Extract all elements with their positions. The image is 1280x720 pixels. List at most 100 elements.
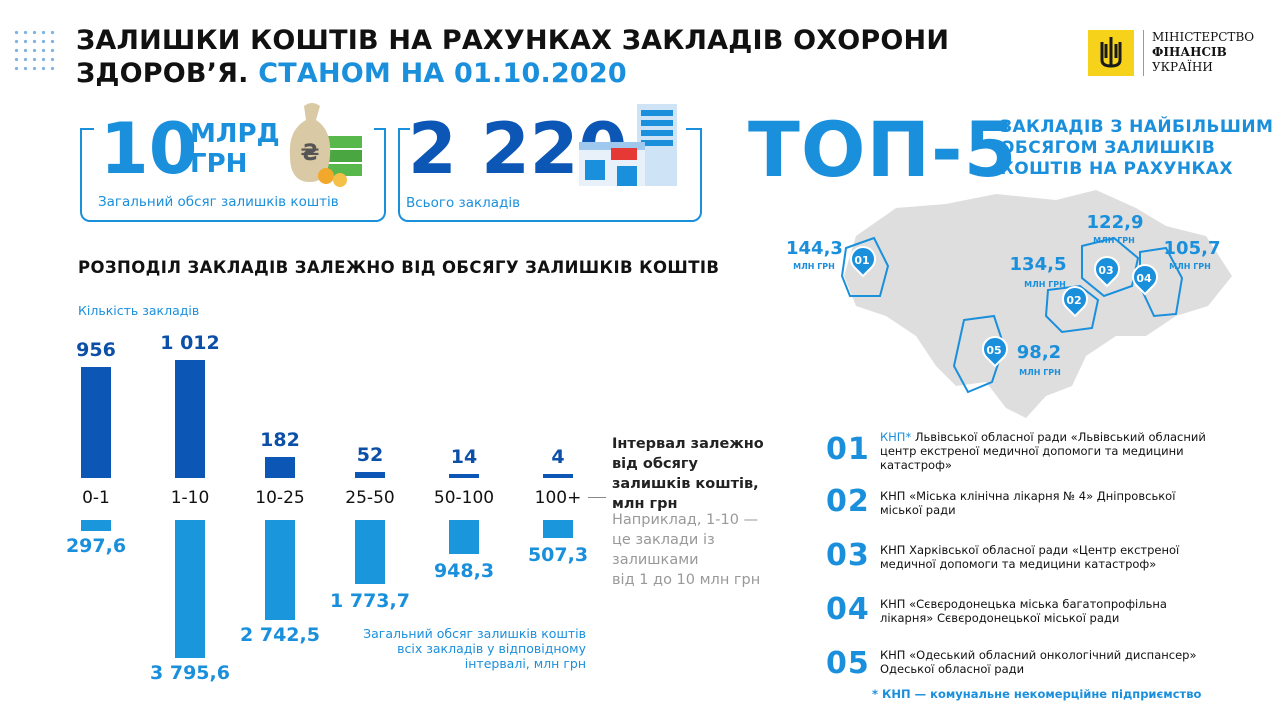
map-unit-01: МЛН ГРН [793, 262, 835, 271]
count-bar-4 [449, 474, 479, 478]
list-number-03: 03 [826, 538, 870, 573]
distribution-chart [0, 0, 1, 1]
page-title: ЗАЛИШКИ КОШТІВ НА РАХУНКАХ ЗАКЛАДІВ ОХОР… [76, 24, 949, 90]
count-label-0: 956 [76, 338, 116, 361]
volume-bar-3 [355, 520, 385, 585]
map-value-03: 122,9 [1086, 212, 1144, 233]
map-pin-label-05: 05 [986, 344, 1002, 357]
count-bar-5 [543, 474, 573, 478]
legend-example-line-1: Наприклад, 1-10 — [612, 512, 759, 528]
institutions-box [398, 128, 702, 222]
volume-bar-0 [81, 520, 111, 531]
title-line-1: ЗАЛИШКИ КОШТІВ НА РАХУНКАХ ЗАКЛАДІВ ОХОР… [76, 25, 950, 56]
map-unit-03: МЛН ГРН [1093, 236, 1135, 245]
count-bar-2 [265, 456, 295, 478]
volume-bar-2 [265, 520, 295, 620]
footnote: * КНП — комунальне некомерційне підприєм… [872, 687, 1202, 701]
ministry-name: МІНІСТЕРСТВО ФІНАНСІВ УКРАЇНИ [1152, 30, 1254, 75]
legend-example-line-3: залишками [612, 552, 699, 568]
volume-label-1: 3 795,6 [150, 662, 230, 684]
legend-interval-line-2: від обсягу [612, 456, 698, 472]
map-unit-05: МЛН ГРН [1019, 368, 1061, 377]
legend-example: Наприклад, 1-10 — це заклади із залишкам… [612, 510, 760, 590]
logo-divider [1143, 30, 1144, 76]
top5-subheading-line-1: ЗАКЛАДІВ З НАЙБІЛЬШИМ [1000, 117, 1274, 137]
legend-interval-line-1: Інтервал залежно [612, 436, 764, 452]
map-unit-04: МЛН ГРН [1169, 262, 1211, 271]
total-unit-line-1: МЛРД [190, 119, 280, 149]
legend-volume: Загальний обсяг залишків коштів всіх зак… [338, 626, 586, 671]
list-number-02: 02 [826, 484, 870, 519]
legend-volume-line-2: всіх закладів у відповідному [397, 641, 586, 656]
map-pin-label-03: 03 [1098, 264, 1114, 277]
top5-subheading-line-3: КОШТІВ НА РАХУНКАХ [1000, 159, 1233, 179]
count-label-1: 1 012 [160, 332, 220, 354]
legend-example-line-2: це заклади із [612, 532, 715, 548]
legend-volume-line-3: інтервалі, млн грн [464, 656, 586, 671]
ukraine-map [836, 186, 1236, 430]
count-label-3: 52 [356, 443, 384, 466]
institutions-caption: Всього закладів [406, 195, 521, 211]
list-item-01: КНП* Львівської обласної ради «Львівськи… [880, 430, 1220, 472]
distribution-heading: РОЗПОДІЛ ЗАКЛАДІВ ЗАЛЕЖНО ВІД ОБСЯГУ ЗАЛ… [78, 258, 720, 277]
ministry-name-line-3: УКРАЇНИ [1152, 60, 1213, 74]
category-label-4: 50-100 [433, 488, 495, 508]
count-bar-1 [175, 360, 205, 478]
total-volume-value: 10 [100, 108, 198, 190]
total-volume-unit: МЛРД ГРН [190, 119, 280, 179]
hospital-building-icon [575, 102, 685, 196]
total-unit-line-2: ГРН [190, 149, 248, 179]
list-item-02: КНП «Міська клінічна лікарня № 4» Дніпро… [880, 489, 1176, 517]
decorative-dots [12, 28, 58, 74]
count-label-4: 14 [450, 446, 478, 468]
list-number-04: 04 [826, 592, 870, 627]
top5-subheading: ЗАКЛАДІВ З НАЙБІЛЬШИМ ОБСЯГОМ ЗАЛИШКІВ К… [1000, 117, 1273, 180]
volume-label-2: 2 742,5 [240, 623, 320, 646]
count-bar-0 [81, 366, 111, 478]
volume-bar-5 [543, 520, 573, 539]
volume-label-0: 297,6 [65, 534, 127, 557]
legend-connector-line [588, 497, 606, 498]
volume-label-5: 507,3 [527, 544, 589, 567]
count-label-5: 4 [551, 446, 565, 468]
map-pin-label-01: 01 [854, 254, 870, 267]
legend-interval-line-4: млн грн [612, 496, 678, 512]
legend-interval-line-3: залишків коштів, [612, 476, 759, 492]
list-number-05: 05 [826, 646, 870, 681]
ministry-name-line-1: МІНІСТЕРСТВО [1152, 30, 1255, 44]
count-label-2: 182 [260, 428, 300, 451]
total-volume-box [80, 128, 386, 222]
title-line-2: ЗДОРОВ’Я. [76, 58, 249, 89]
legend-interval: Інтервал залежно від обсягу залишків кош… [612, 434, 764, 514]
top5-heading: ТОП-5 [748, 105, 1018, 194]
category-label-1: 1-10 [170, 488, 210, 508]
map-value-01: 144,3 [786, 238, 843, 259]
svg-text:₴: ₴ [301, 141, 320, 166]
top5-subheading-line-2: ОБСЯГОМ ЗАЛИШКІВ [1000, 138, 1216, 158]
category-label-5: 100+ [534, 488, 582, 508]
map-pin-label-02: 02 [1066, 294, 1082, 307]
title-date: СТАНОМ НА 01.10.2020 [258, 58, 627, 89]
map-pin-label-04: 04 [1136, 272, 1152, 285]
list-item-01-text: Львівської обласної ради «Львівський обл… [880, 430, 1206, 472]
ministry-logo-icon [1088, 30, 1134, 76]
ministry-name-line-2: ФІНАНСІВ [1152, 45, 1227, 59]
list-item-03: КНП Харківської обласної ради «Центр екс… [880, 543, 1180, 571]
list-item-01-prefix: КНП* [880, 430, 912, 444]
list-item-05: КНП «Одеський обласний онкологічний дисп… [880, 648, 1197, 676]
money-bag-icon: ₴ [286, 100, 366, 194]
map-value-02: 134,5 [1009, 254, 1067, 275]
volume-label-4: 948,3 [433, 560, 495, 583]
map-value-04: 105,7 [1163, 238, 1221, 259]
list-number-01: 01 [826, 432, 870, 467]
map-value-05: 98,2 [1016, 342, 1062, 363]
count-axis-label: Кількість закладів [78, 303, 200, 318]
total-volume-caption: Загальний обсяг залишків коштів [98, 194, 339, 210]
legend-volume-line-1: Загальний обсяг залишків коштів [363, 626, 586, 641]
volume-label-3: 1 773,7 [330, 590, 410, 613]
volume-bar-4 [449, 520, 479, 555]
list-item-04: КНП «Сєвєродонецька міська багатопрофіль… [880, 597, 1167, 625]
category-label-0: 0-1 [82, 488, 110, 508]
map-unit-02: МЛН ГРН [1024, 280, 1066, 289]
volume-bar-1 [175, 520, 205, 658]
